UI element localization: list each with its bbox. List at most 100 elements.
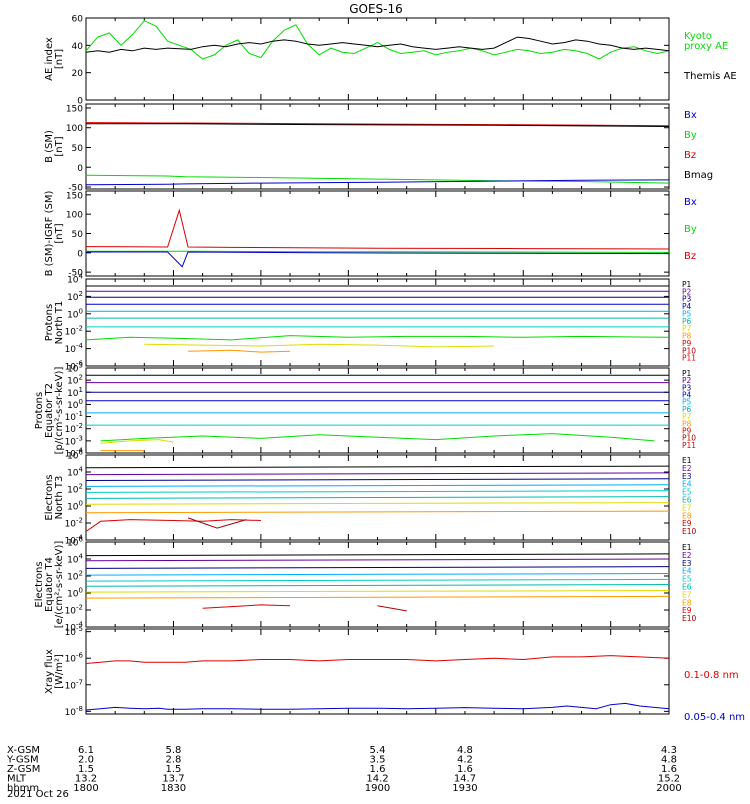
- series-e9: [202, 604, 291, 609]
- channel-label: P3: [682, 295, 692, 304]
- y-tick-label: 50: [72, 144, 84, 154]
- channel-label: P10: [682, 434, 696, 443]
- series-e6: [85, 496, 670, 499]
- footer-value: 15.2: [658, 774, 680, 785]
- y-tick-label: 104: [67, 466, 83, 479]
- y-tick-label: 10-2: [65, 422, 83, 435]
- panel-ylabel: Equator T2: [44, 383, 55, 438]
- series-e4: [85, 573, 670, 576]
- series-e5: [85, 578, 670, 582]
- channel-label: E2: [682, 464, 692, 473]
- legend-entry: Bz: [684, 150, 696, 161]
- panel-ylabel: [nT]: [54, 136, 65, 156]
- footer-value: 5.8: [165, 745, 181, 756]
- channel-label: P11: [682, 441, 696, 450]
- panel-ylabel: North T1: [54, 301, 65, 345]
- channel-label: P1: [682, 280, 692, 289]
- channel-label: P8: [682, 332, 692, 341]
- panel-ylabel: [W/m²]: [54, 654, 65, 689]
- channel-label: E3: [682, 559, 692, 568]
- channel-label: E7: [682, 590, 692, 599]
- panel-ylabel: AE index: [44, 37, 55, 81]
- y-tick-label: 150: [66, 191, 83, 201]
- footer-value: 1.5: [78, 764, 94, 775]
- y-tick-label: 10-8: [65, 705, 83, 718]
- panel-ylabel: [nT]: [54, 49, 65, 69]
- panel-ylabel: [p/(cm²-s-sr-keV)]: [54, 367, 65, 455]
- channel-label: E2: [682, 551, 692, 560]
- panel-ylabel: Electrons: [34, 561, 45, 607]
- y-tick-label: 10-2: [65, 604, 83, 617]
- series-0-1-0-8-nm: [85, 655, 670, 664]
- panel-ylabel: [nT]: [54, 223, 65, 243]
- series-e1: [85, 553, 670, 557]
- series-e6: [85, 584, 670, 587]
- y-tick-label: 100: [67, 500, 83, 513]
- legend-entry: Bmag: [684, 170, 713, 181]
- y-tick-label: 0: [77, 164, 83, 174]
- series-p7: [100, 433, 655, 442]
- series-p8: [85, 335, 670, 341]
- legend-entry: By: [684, 224, 697, 235]
- panel-ylabel: Protons: [44, 304, 55, 341]
- series-bz: [85, 208, 670, 250]
- footer-value: 1.6: [457, 764, 473, 775]
- y-tick-label: 102: [67, 570, 83, 583]
- footer-row-label: MLT: [7, 774, 27, 785]
- footer-value: 14.2: [366, 774, 388, 785]
- channel-label: P9: [682, 426, 692, 435]
- footer-value: 1.5: [165, 764, 181, 775]
- series-bx: [85, 179, 670, 186]
- channel-label: E8: [682, 511, 692, 520]
- channel-label: E6: [682, 496, 692, 505]
- y-tick-label: 40: [72, 42, 84, 52]
- footer-value: 1800: [73, 783, 98, 794]
- panel-3: [85, 190, 670, 277]
- series-by: [85, 174, 670, 184]
- series-0-05-0-4-nm: [85, 702, 670, 711]
- y-tick-label: 10-7: [65, 678, 83, 691]
- y-tick-label: 10-1: [65, 410, 83, 423]
- series-e5: [85, 490, 670, 493]
- footer-value: 14.7: [454, 774, 476, 785]
- footer-row-label: hhmm: [7, 783, 39, 794]
- footer-value: 2000: [656, 783, 681, 794]
- footer-value: 1830: [161, 783, 186, 794]
- channel-label: E10: [682, 527, 697, 536]
- footer-value: 1900: [365, 783, 390, 794]
- channel-label: E8: [682, 598, 692, 607]
- channel-label: E9: [682, 606, 692, 615]
- series-themis-ae: [85, 36, 670, 53]
- panel-ylabel: Protons: [34, 392, 45, 429]
- legend-entry: Bx: [684, 110, 697, 121]
- footer-value: 4.3: [661, 745, 677, 756]
- channel-label: E4: [682, 567, 692, 576]
- series-bmag: [86, 123, 670, 127]
- legend-entry: proxy AE: [684, 41, 728, 52]
- series-e3: [85, 478, 670, 481]
- channel-label: P11: [682, 354, 696, 363]
- channel-label: P5: [682, 398, 692, 407]
- footer-row-label: Y-GSM: [6, 755, 39, 766]
- panel-6: [85, 454, 670, 541]
- channel-label: P7: [682, 324, 692, 333]
- y-tick-label: 10-2: [65, 517, 83, 530]
- channel-label: P4: [682, 391, 692, 400]
- legend-entry: Themis AE: [683, 71, 737, 82]
- legend-entry: Bx: [684, 197, 697, 208]
- footer-value: 2.0: [78, 755, 94, 766]
- footer-value: 4.8: [457, 745, 473, 756]
- panel-ylabel: B (SM)-IGRF (SM): [44, 191, 55, 277]
- footer-row-label: Z-GSM: [7, 764, 40, 775]
- panel-frame: [85, 17, 670, 101]
- y-tick-label: 0: [77, 249, 83, 259]
- channel-label: E3: [682, 472, 692, 481]
- panel-ylabel: Electrons: [44, 474, 55, 520]
- panel-frame: [85, 190, 670, 277]
- channel-label: P2: [682, 376, 692, 385]
- channel-label: E1: [682, 456, 692, 465]
- y-tick-label: 50: [72, 230, 84, 240]
- footer-row-label: X-GSM: [7, 745, 40, 756]
- series-p10: [187, 349, 291, 353]
- channel-label: P7: [682, 412, 692, 421]
